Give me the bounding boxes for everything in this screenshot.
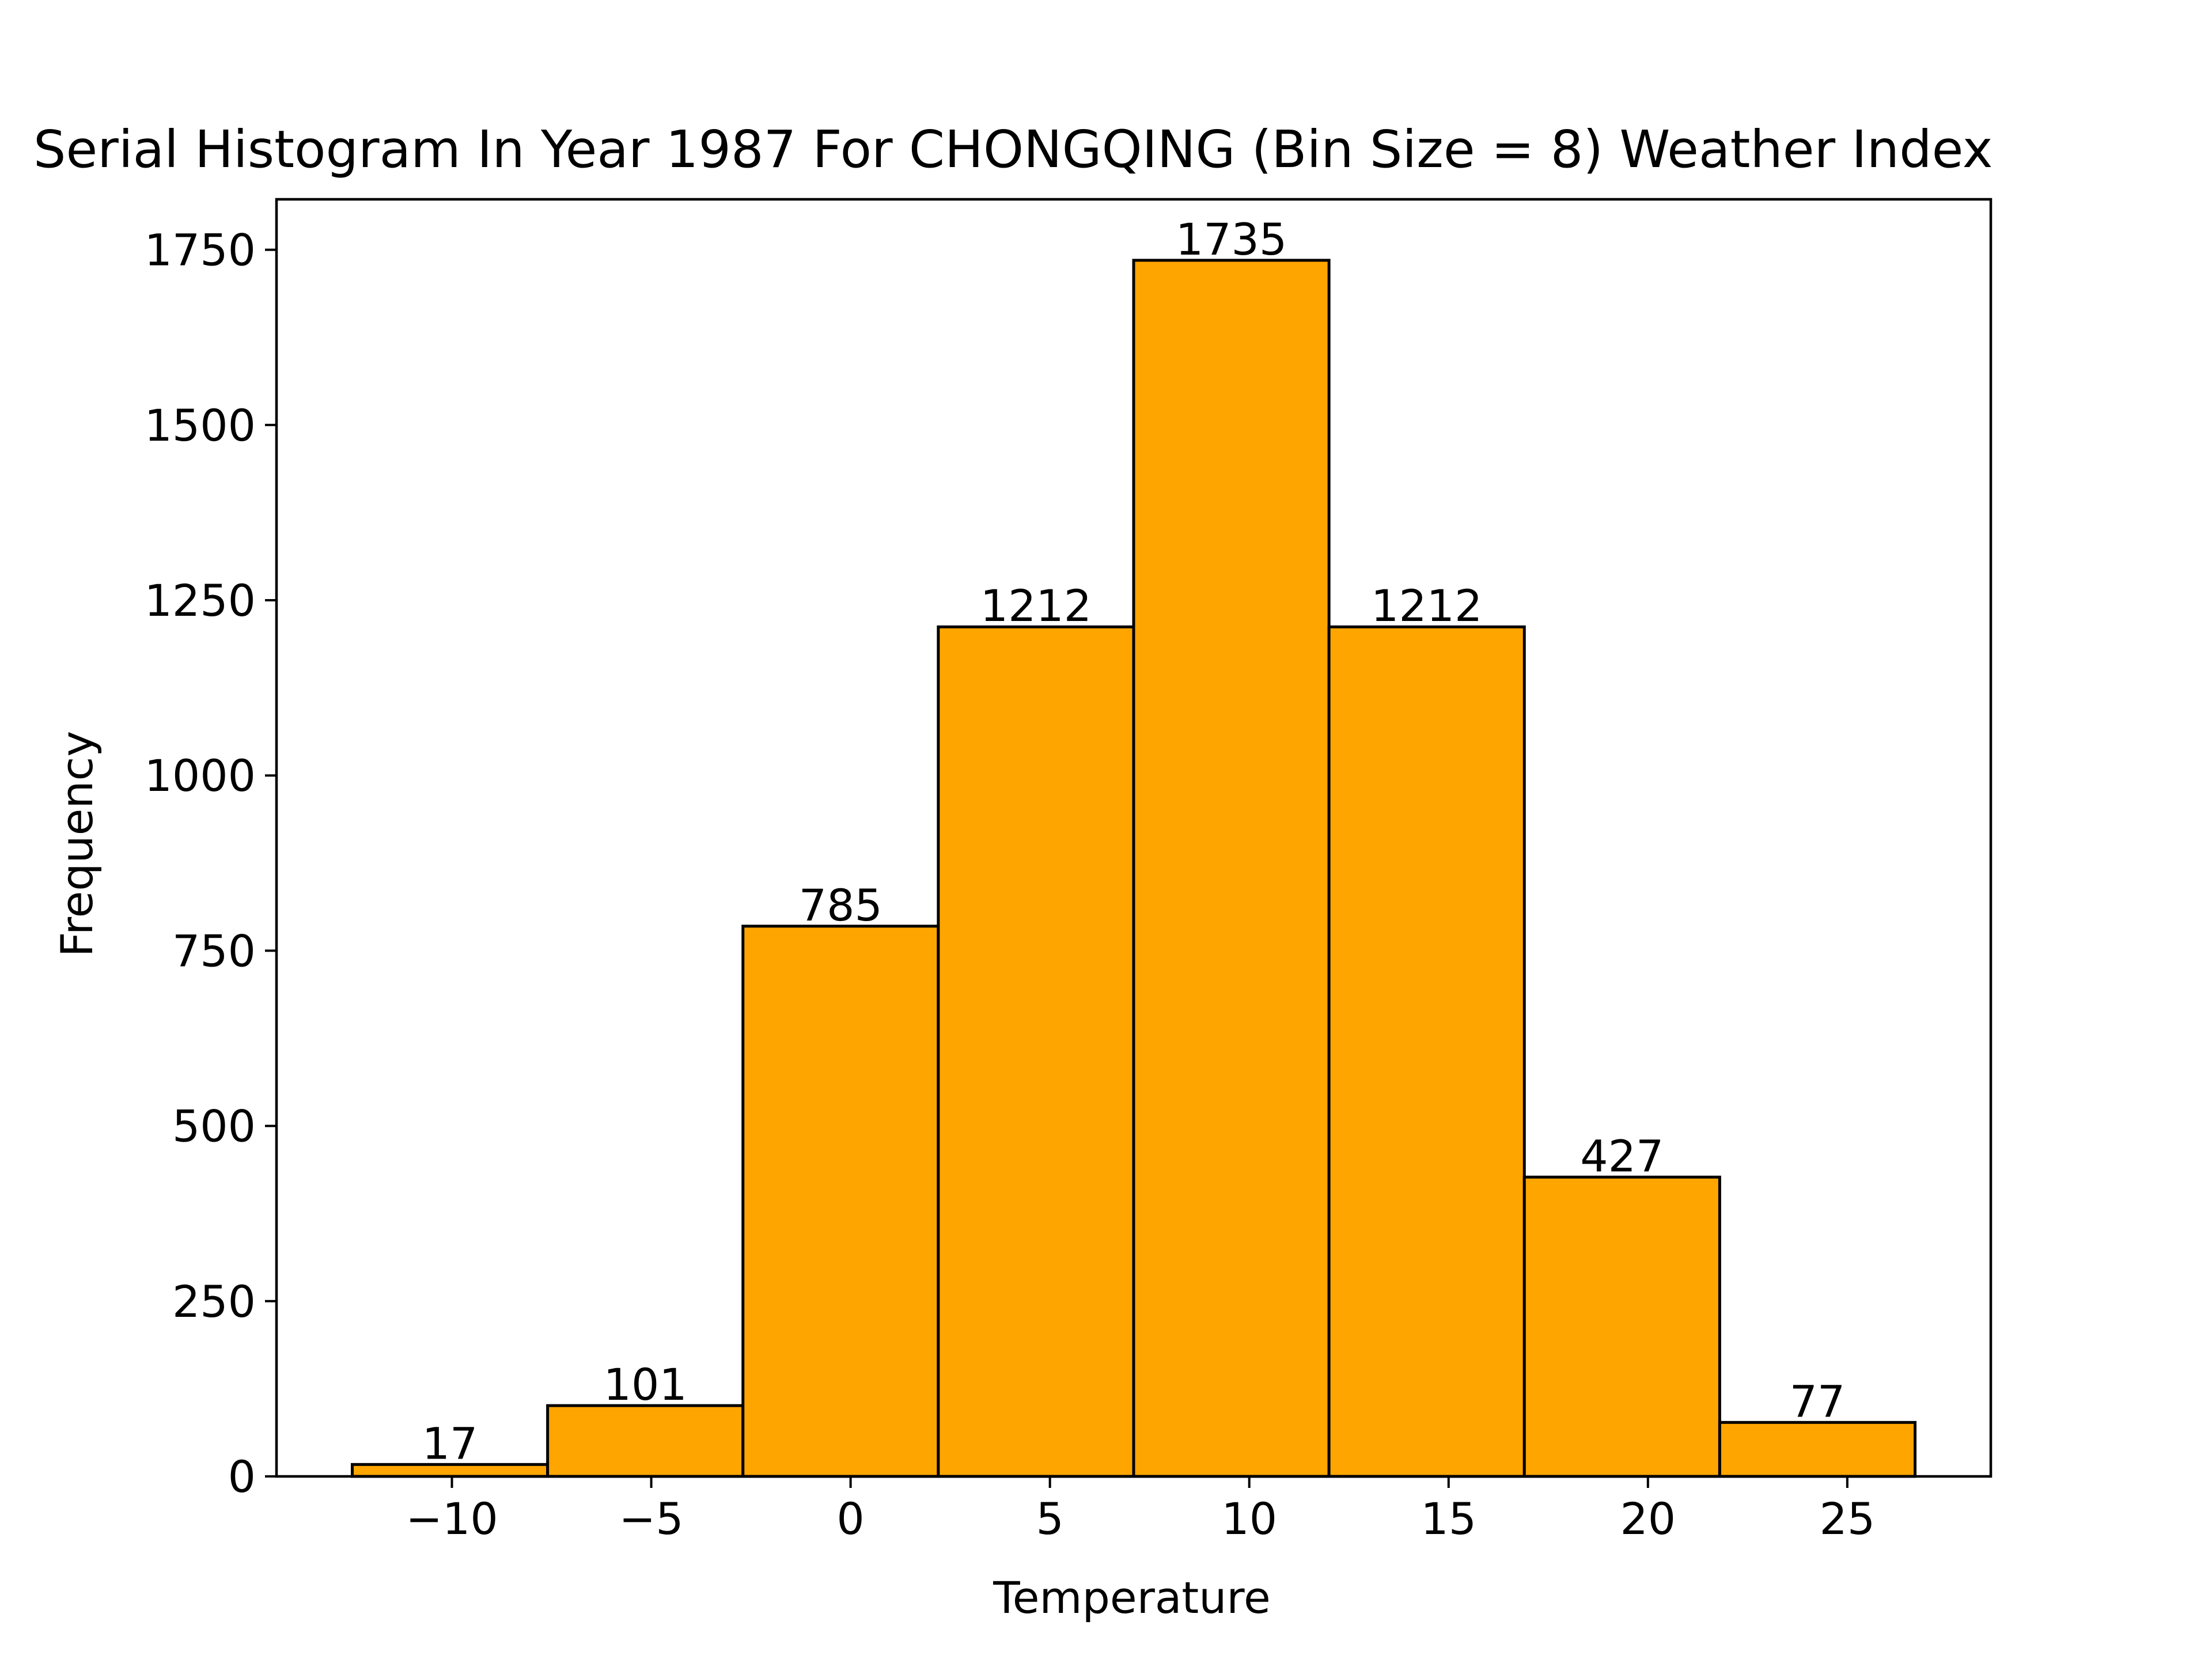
- x-tick-label: 5: [1036, 1493, 1063, 1544]
- y-axis-label: Frequency: [51, 731, 103, 957]
- x-axis-ticks: −10 −5 0 5 10 15 20 25: [406, 1476, 1875, 1544]
- histogram-bar: [741, 925, 940, 1478]
- histogram-bar: [1132, 259, 1331, 1478]
- plot-area-frame: [275, 198, 1993, 1478]
- y-axis-ticks: 0 250 500 750 1000 1250 1500 1750: [145, 225, 276, 1502]
- x-tick-label: 15: [1421, 1493, 1476, 1544]
- x-tick-label: 10: [1221, 1493, 1277, 1544]
- x-axis-label: Temperature: [993, 1572, 1270, 1623]
- x-tick-label: 20: [1620, 1493, 1676, 1544]
- y-tick-label: 1500: [145, 400, 256, 451]
- bar-value-label: 1212: [980, 580, 1092, 631]
- y-tick-label: 1000: [145, 750, 256, 801]
- y-tick-label: 500: [172, 1101, 256, 1152]
- y-tick-label: 250: [172, 1276, 256, 1327]
- histogram-bar: [937, 625, 1135, 1478]
- chart-title: Serial Histogram In Year 1987 For CHONGQ…: [33, 119, 1993, 179]
- x-tick-label: −5: [619, 1493, 684, 1544]
- bar-value-label: 101: [604, 1359, 687, 1410]
- y-tick-label: 750: [172, 925, 256, 976]
- bar-labels-layer: 17 101 785 1212 1735 1212 427 77: [422, 214, 1846, 1469]
- bar-value-label: 427: [1580, 1130, 1664, 1181]
- x-tick-label: 0: [836, 1493, 864, 1544]
- histogram-bar: [1522, 1175, 1721, 1478]
- x-tick-label: 25: [1819, 1493, 1875, 1544]
- y-tick-label: 1250: [145, 575, 256, 626]
- bar-value-label: 1735: [1176, 214, 1287, 265]
- bars-layer: [350, 259, 1917, 1478]
- bar-value-label: 17: [422, 1418, 478, 1469]
- histogram-bar: [1718, 1421, 1917, 1478]
- bar-value-label: 785: [799, 880, 882, 931]
- histogram-bar: [1327, 625, 1526, 1478]
- y-tick-label: 1750: [145, 225, 256, 276]
- x-tick-label: −10: [406, 1493, 498, 1544]
- histogram-bar: [546, 1404, 745, 1478]
- y-tick-label: 0: [228, 1451, 256, 1502]
- bar-value-label: 1212: [1371, 580, 1482, 631]
- bar-value-label: 77: [1790, 1376, 1846, 1427]
